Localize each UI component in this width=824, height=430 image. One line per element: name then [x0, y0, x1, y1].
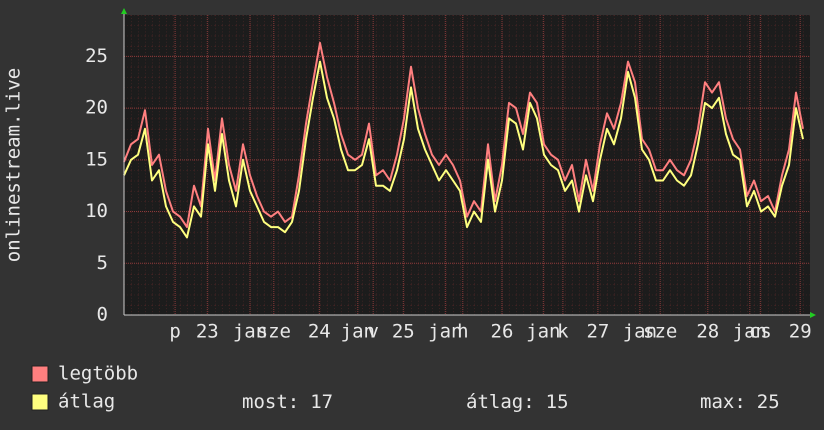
- y-tick-label: 10: [85, 200, 108, 222]
- legend-label: legtöbb: [58, 363, 138, 385]
- x-tick-label: sze: [643, 321, 677, 343]
- x-tick-label: 25: [392, 321, 415, 343]
- stat: átlag: 15: [466, 391, 569, 413]
- series-line: [123, 60, 804, 239]
- x-tick-label: cs: [749, 321, 772, 343]
- x-tick-label: 26: [491, 321, 514, 343]
- x-tick-label: jan: [526, 321, 560, 343]
- plot-area: [124, 15, 810, 315]
- stat-label: átlag:: [466, 391, 535, 413]
- x-tick-label: v: [367, 321, 378, 343]
- legend-swatch: [31, 365, 49, 383]
- stat-value: 15: [546, 391, 569, 413]
- x-tick-label: jan: [428, 321, 462, 343]
- legend-swatch: [31, 393, 49, 411]
- stat-label: most:: [242, 391, 299, 413]
- x-tick-label: 23: [196, 321, 219, 343]
- y-tick-label: 15: [85, 148, 108, 170]
- stat: max: 25: [700, 391, 780, 413]
- y-tick-label: 5: [97, 252, 108, 274]
- stat-value: 17: [310, 391, 333, 413]
- y-tick-label: 20: [85, 97, 108, 119]
- x-tick-label: jan: [623, 321, 657, 343]
- x-tick-label: h: [457, 321, 468, 343]
- x-tick-label: 27: [586, 321, 609, 343]
- y-tick-label: 25: [85, 45, 108, 67]
- x-tick-label: 28: [696, 321, 719, 343]
- series-line: [123, 41, 804, 229]
- stat: most: 17: [242, 391, 333, 413]
- x-tick-label: k: [557, 321, 569, 343]
- x-tick-label: p: [169, 321, 180, 343]
- x-tick-label: jan: [733, 321, 767, 343]
- legend-label: átlag: [58, 391, 115, 413]
- stat-value: 25: [757, 391, 780, 413]
- x-tick-label: 29: [789, 321, 812, 343]
- axis-arrow: [121, 8, 127, 14]
- y-axis-title: onlinestream.live: [3, 68, 25, 262]
- x-tick-label: jan: [341, 321, 375, 343]
- x-tick-label: 24: [308, 321, 331, 343]
- stat-label: max:: [700, 391, 746, 413]
- y-tick-label: 0: [97, 304, 108, 326]
- axis-arrow: [810, 312, 816, 318]
- x-tick-label: jan: [233, 321, 267, 343]
- x-tick-label: sze: [257, 321, 291, 343]
